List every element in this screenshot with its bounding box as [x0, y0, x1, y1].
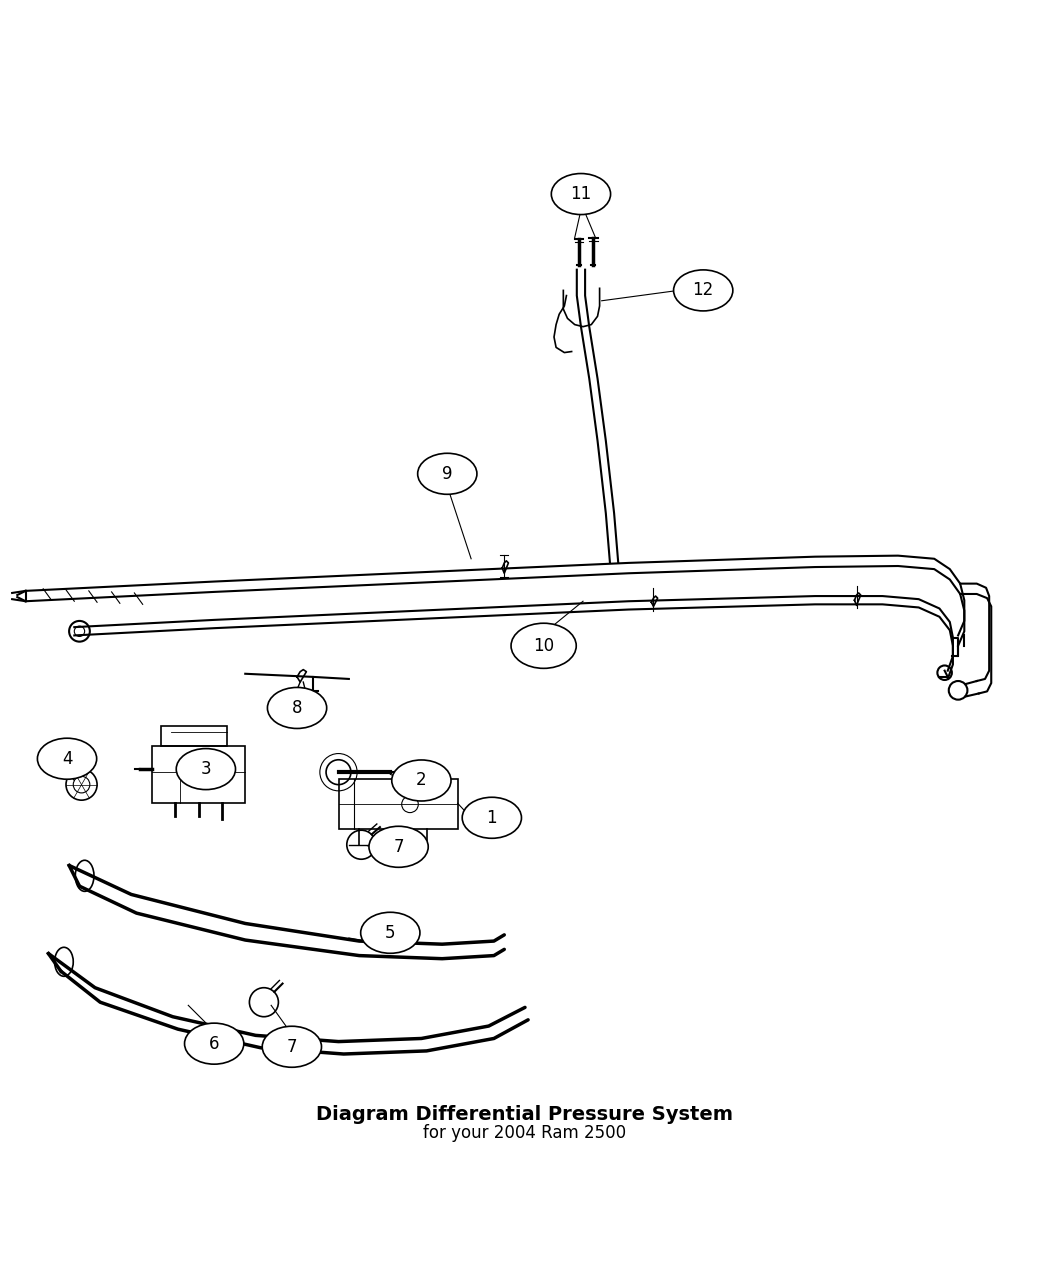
- Ellipse shape: [262, 1026, 321, 1067]
- Text: 11: 11: [570, 185, 591, 203]
- Text: 7: 7: [394, 838, 404, 856]
- Text: 7: 7: [287, 1038, 297, 1056]
- Text: 5: 5: [385, 924, 396, 942]
- Ellipse shape: [360, 913, 420, 954]
- Text: 8: 8: [292, 699, 302, 717]
- Circle shape: [75, 626, 85, 636]
- Ellipse shape: [38, 738, 97, 779]
- Ellipse shape: [551, 173, 611, 214]
- Text: 3: 3: [201, 760, 211, 778]
- Text: 6: 6: [209, 1034, 219, 1053]
- Circle shape: [74, 776, 90, 793]
- Ellipse shape: [369, 826, 428, 867]
- Ellipse shape: [462, 797, 522, 838]
- Ellipse shape: [674, 270, 733, 311]
- Ellipse shape: [511, 623, 576, 668]
- Text: Diagram Differential Pressure System: Diagram Differential Pressure System: [316, 1104, 734, 1123]
- Ellipse shape: [268, 687, 327, 728]
- Ellipse shape: [185, 1023, 244, 1065]
- Text: 12: 12: [693, 282, 714, 300]
- Text: 4: 4: [62, 750, 72, 768]
- Text: 9: 9: [442, 465, 453, 483]
- Text: 10: 10: [533, 636, 554, 655]
- Text: 1: 1: [486, 808, 497, 826]
- Text: 2: 2: [416, 771, 426, 789]
- Ellipse shape: [176, 748, 235, 789]
- Ellipse shape: [418, 454, 477, 495]
- Text: for your 2004 Ram 2500: for your 2004 Ram 2500: [423, 1123, 627, 1141]
- Ellipse shape: [392, 760, 452, 801]
